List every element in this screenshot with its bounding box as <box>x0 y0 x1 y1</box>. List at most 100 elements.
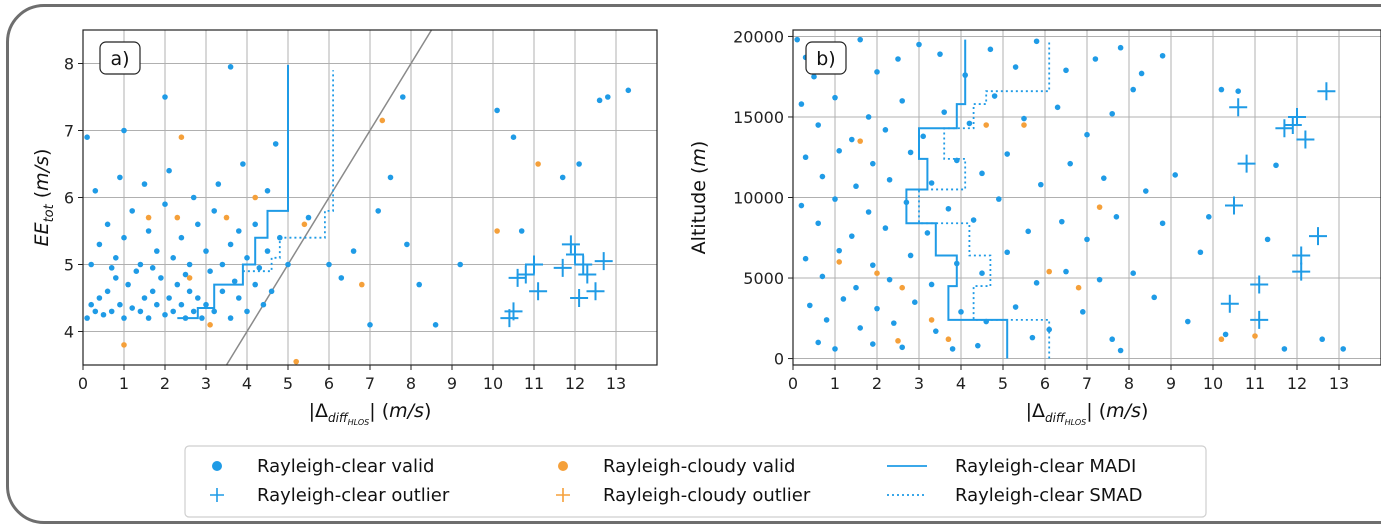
cloudy-valid-point <box>223 214 230 221</box>
clear-valid-point <box>96 295 103 301</box>
clear-outlier-point <box>1250 275 1269 294</box>
legend-label: Rayleigh-clear MADI <box>955 456 1136 477</box>
legend-marker-plus <box>210 488 224 502</box>
clear-valid-point <box>815 220 821 227</box>
clear-valid-point <box>252 221 258 228</box>
clear-valid-point <box>815 122 821 128</box>
clear-valid-point <box>211 208 217 214</box>
clear-outlier-point <box>1292 262 1311 281</box>
clear-valid-point <box>941 109 947 115</box>
clear-valid-point <box>84 134 90 140</box>
clear-valid-point <box>1033 38 1040 45</box>
clear-valid-point <box>1130 86 1136 93</box>
clear-valid-point <box>203 301 209 308</box>
clear-valid-point <box>870 160 876 167</box>
y-tick-label: 0 <box>774 350 784 369</box>
cloudy-valid-point <box>836 259 842 265</box>
x-tick-label: 3 <box>914 374 924 393</box>
clear-valid-point <box>121 127 127 134</box>
clear-valid-point <box>117 301 123 308</box>
clear-valid-point <box>802 255 809 262</box>
clear-valid-point <box>1218 86 1225 93</box>
y-axis-label: EEtot (m/s) <box>31 149 57 247</box>
clear-valid-point <box>252 281 258 288</box>
clear-valid-point <box>219 261 226 268</box>
x-tick-label: 4 <box>242 374 252 393</box>
clear-valid-point <box>928 281 935 288</box>
clear-valid-point <box>836 147 842 154</box>
clear-valid-point <box>1012 64 1019 70</box>
clear-valid-point <box>916 41 922 48</box>
clear-valid-point <box>1059 218 1065 225</box>
clear-valid-point <box>154 301 160 308</box>
clear-valid-point <box>195 295 201 301</box>
clear-valid-point <box>966 120 973 127</box>
clear-valid-point <box>865 114 872 120</box>
panel-label-box <box>805 41 847 75</box>
clear-valid-point <box>268 288 275 295</box>
clear-valid-point <box>1004 249 1010 256</box>
clear-outlier-point <box>1309 227 1327 246</box>
x-tick-label: 5 <box>998 374 1008 393</box>
clear-valid-point <box>576 161 582 167</box>
x-tick-label: 8 <box>1124 374 1134 393</box>
clear-valid-point <box>882 127 889 133</box>
clear-valid-point <box>195 221 201 228</box>
cloudy-valid-point <box>207 322 213 328</box>
x-tick-label: 0 <box>788 374 798 393</box>
y-tick-label: 20000 <box>733 27 784 46</box>
clear-valid-point <box>559 174 566 181</box>
clear-valid-point <box>1197 249 1204 256</box>
x-tick-label: 11 <box>1245 374 1265 393</box>
clear-valid-point <box>798 101 805 107</box>
smad-line <box>918 41 1051 359</box>
legend-marker-dot <box>212 461 222 471</box>
clear-outlier-point <box>525 255 543 274</box>
x-tick-label: 2 <box>872 374 882 393</box>
clear-valid-point <box>886 176 893 183</box>
clear-valid-point <box>870 262 876 268</box>
x-tick-label: 4 <box>956 374 966 393</box>
x-tick-label: 13 <box>1329 374 1349 393</box>
clear-valid-point <box>219 288 226 295</box>
clear-outlier-point <box>1237 154 1256 173</box>
clear-valid-point <box>203 248 209 254</box>
x-tick-label: 6 <box>324 374 334 393</box>
clear-valid-point <box>832 346 838 352</box>
clear-valid-point <box>865 209 872 215</box>
clear-valid-point <box>215 181 222 187</box>
clear-valid-point <box>625 87 632 94</box>
clear-valid-point <box>807 302 813 309</box>
clear-valid-point <box>1319 336 1325 343</box>
clear-valid-point <box>367 322 373 328</box>
cloudy-valid-point <box>186 275 193 281</box>
x-tick-label: 12 <box>565 374 585 393</box>
clear-valid-point <box>432 322 439 328</box>
data-layer <box>794 36 1346 359</box>
legend-label: Rayleigh-cloudy outlier <box>603 485 811 506</box>
smad-line <box>242 70 335 273</box>
clear-valid-point <box>137 308 144 315</box>
y-tick-label: 8 <box>64 55 74 74</box>
x-tick-label: 13 <box>606 374 626 393</box>
cloudy-valid-point <box>252 194 258 201</box>
legend-label: Rayleigh-clear SMAD <box>955 485 1142 506</box>
legend-marker-plus <box>556 488 570 502</box>
clear-valid-point <box>236 295 242 301</box>
clear-valid-point <box>244 254 250 261</box>
clear-valid-point <box>149 288 156 295</box>
clear-valid-point <box>227 315 234 321</box>
clear-outlier-point <box>1288 107 1306 126</box>
legend-label: Rayleigh-clear outlier <box>257 485 450 506</box>
x-axis-label: |ΔdiffHLOS| (m/s) <box>1026 400 1149 427</box>
clear-valid-point <box>1063 268 1069 275</box>
clear-valid-point <box>186 261 193 268</box>
y-tick-label: 10000 <box>733 189 784 208</box>
legend-marker-dot <box>558 461 568 471</box>
x-tick-label: 6 <box>1040 374 1050 393</box>
clear-valid-point <box>137 261 144 268</box>
clear-valid-point <box>928 180 935 186</box>
clear-valid-point <box>104 221 111 228</box>
clear-valid-point <box>88 301 94 308</box>
